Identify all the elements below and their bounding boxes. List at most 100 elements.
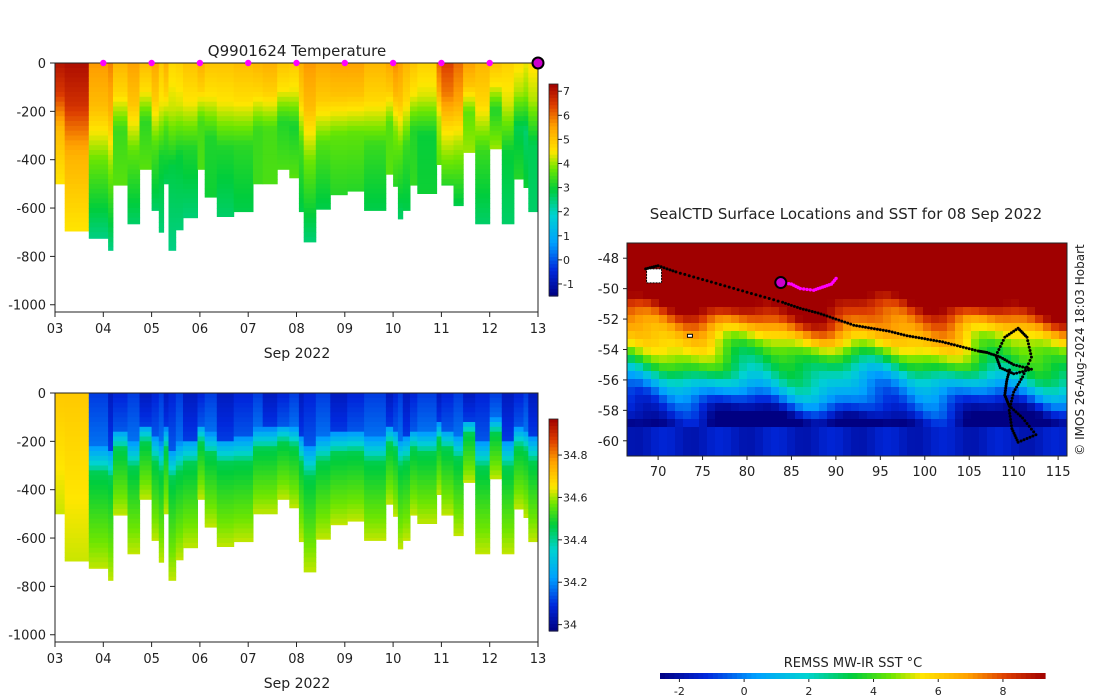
section-cell — [364, 417, 387, 423]
section-cell — [163, 96, 169, 103]
sst-cell — [779, 323, 788, 332]
section-cell — [330, 101, 348, 107]
section-cell — [513, 484, 524, 491]
section-cell — [175, 513, 184, 520]
sst-cell — [979, 259, 988, 268]
section-cell — [183, 174, 198, 180]
sst-cell — [787, 331, 796, 340]
sst-cell — [659, 251, 668, 260]
profile-marker — [389, 59, 397, 67]
section-cell — [489, 77, 503, 83]
section-cell — [393, 431, 399, 437]
section-cell — [168, 533, 177, 539]
section-cell — [393, 441, 399, 447]
section-cell — [298, 455, 305, 462]
section-cell — [204, 470, 218, 476]
section-cell — [158, 547, 165, 553]
section-cell — [298, 460, 305, 466]
section-cell — [463, 150, 476, 153]
section-cell — [397, 188, 404, 194]
sst-cell — [683, 443, 692, 452]
section-cell — [475, 431, 491, 437]
sst-cell — [931, 427, 940, 436]
track-point — [1003, 335, 1007, 339]
colorbar-cell — [549, 278, 558, 283]
sst-cell — [691, 299, 700, 308]
section-cell — [501, 431, 515, 437]
salinity-axes-frame — [54, 392, 539, 643]
section-cell — [436, 441, 442, 447]
section-cell — [277, 101, 290, 107]
section-cell — [330, 422, 348, 428]
sst-cell — [1035, 435, 1044, 444]
sst-cell — [1011, 387, 1020, 396]
sst-cell — [675, 283, 684, 292]
sst-cell — [987, 363, 996, 372]
section-cell — [158, 417, 165, 423]
section-cell — [64, 475, 90, 481]
section-cell — [489, 82, 503, 88]
sst-cell — [899, 291, 908, 300]
section-cell — [453, 198, 464, 204]
section-cell — [175, 111, 184, 117]
section-cell — [475, 465, 491, 471]
section-cell — [523, 125, 529, 132]
section-cell — [330, 111, 348, 117]
section-cell — [528, 130, 539, 136]
section-cell — [127, 135, 141, 141]
sst-colorbar-cell — [895, 673, 902, 679]
section-cell — [303, 106, 317, 112]
section-cell — [108, 455, 114, 462]
sst-cell — [979, 443, 988, 452]
section-cell — [183, 92, 198, 98]
section-cell — [330, 96, 348, 103]
section-cell — [303, 489, 317, 495]
section-cell — [410, 426, 418, 433]
sst-cell — [795, 427, 804, 436]
section-cell — [475, 455, 491, 462]
sst-colorbar-cell — [919, 673, 926, 679]
section-cell — [277, 480, 290, 486]
sst-cell — [979, 435, 988, 444]
sst-cell — [875, 259, 884, 268]
section-cell — [216, 198, 235, 204]
section-cell — [315, 499, 331, 505]
colorbar-tick-label: 5 — [563, 133, 570, 146]
sst-cell — [1059, 427, 1068, 436]
sst-cell — [675, 251, 684, 260]
section-cell — [402, 465, 411, 471]
sst-cell — [835, 363, 844, 372]
section-cell — [113, 441, 128, 447]
sst-cell — [1059, 299, 1068, 308]
sst-cell — [643, 403, 652, 412]
section-cell — [175, 547, 184, 553]
section-cell — [139, 121, 153, 127]
section-cell — [402, 431, 411, 437]
sst-cell — [643, 363, 652, 372]
sst-cell — [739, 419, 748, 428]
sst-colorbar-cell — [1025, 673, 1032, 679]
x-tick-label: 05 — [143, 652, 160, 667]
sst-cell — [891, 251, 900, 260]
sst-cell — [939, 307, 948, 316]
sst-cell — [939, 347, 948, 356]
colorbar-cell — [549, 147, 558, 152]
sst-cell — [891, 451, 900, 457]
section-cell — [298, 494, 305, 500]
sst-cell — [715, 251, 724, 260]
sst-cell — [1027, 403, 1036, 412]
section-cell — [463, 63, 476, 69]
section-cell — [127, 125, 141, 132]
section-cell — [158, 217, 165, 223]
section-cell — [417, 446, 438, 452]
section-cell — [528, 164, 539, 170]
section-cell — [151, 77, 160, 83]
sst-cell — [987, 355, 996, 364]
sst-cell — [859, 259, 868, 268]
track-point — [967, 347, 971, 351]
sst-cell — [811, 379, 820, 388]
sst-cell — [979, 339, 988, 348]
section-cell — [315, 106, 331, 112]
section-cell — [64, 140, 90, 146]
section-cell — [64, 480, 90, 486]
